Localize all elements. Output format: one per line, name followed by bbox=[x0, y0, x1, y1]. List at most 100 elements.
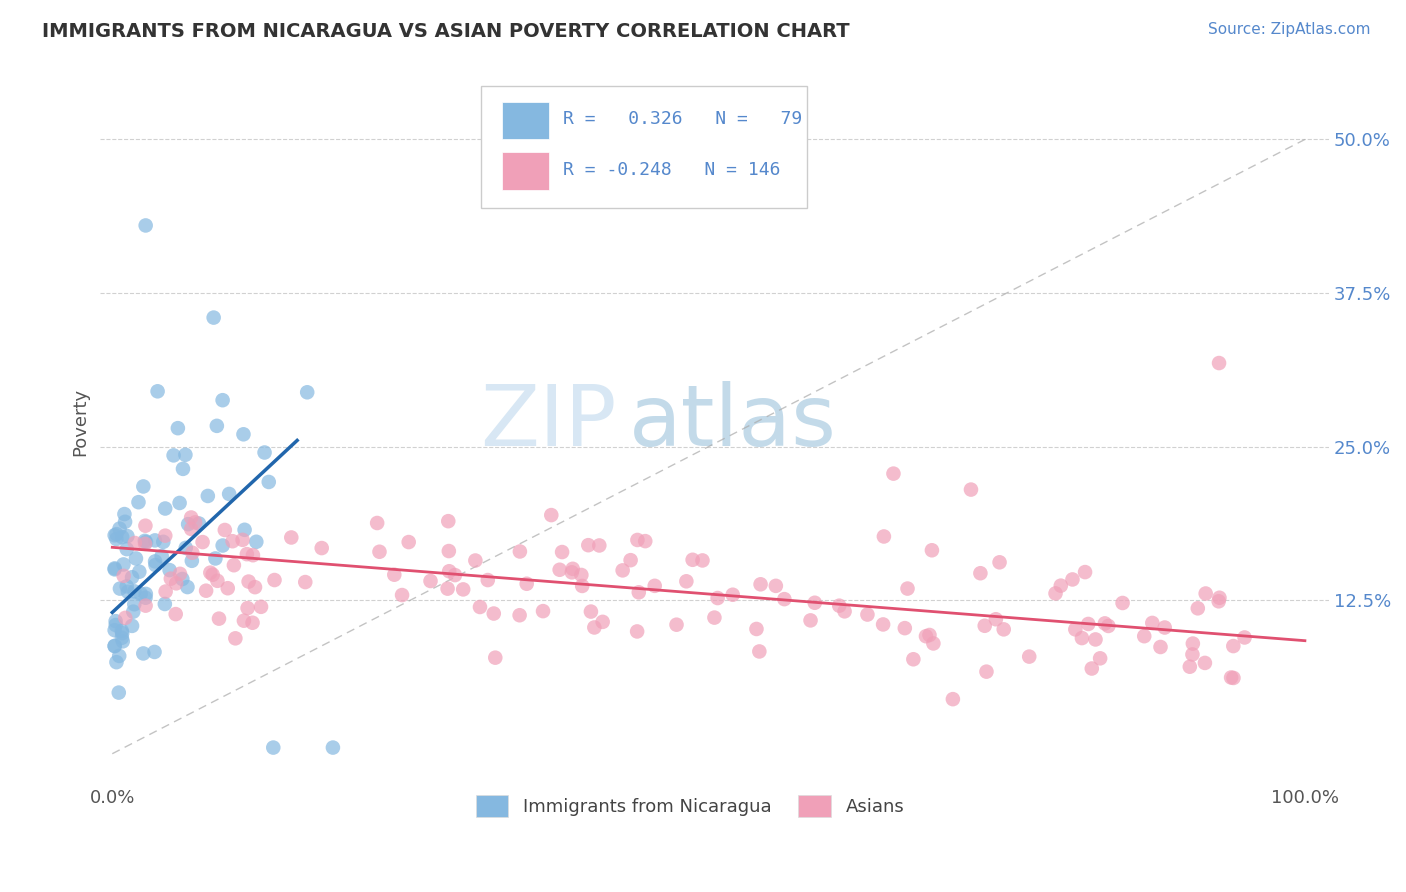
Point bbox=[176, 580, 198, 594]
Point bbox=[903, 652, 925, 666]
Point bbox=[922, 636, 945, 650]
Point bbox=[146, 384, 169, 399]
Point bbox=[125, 551, 148, 566]
Point bbox=[1178, 659, 1201, 673]
Point bbox=[620, 553, 643, 567]
Point bbox=[152, 534, 174, 549]
Point bbox=[236, 601, 259, 615]
Point bbox=[942, 692, 965, 706]
Point bbox=[204, 551, 226, 566]
Bar bbox=[502, 153, 548, 190]
Point bbox=[1084, 632, 1107, 647]
Point bbox=[1045, 586, 1067, 600]
Point bbox=[104, 528, 127, 542]
Point bbox=[197, 489, 219, 503]
Point bbox=[104, 623, 127, 637]
Point bbox=[437, 564, 460, 578]
Point bbox=[111, 626, 134, 640]
Point bbox=[211, 393, 233, 408]
Point bbox=[222, 558, 245, 573]
Text: atlas: atlas bbox=[628, 381, 837, 464]
Point bbox=[202, 310, 225, 325]
Point bbox=[263, 573, 285, 587]
Point bbox=[115, 579, 138, 593]
Point bbox=[1071, 631, 1094, 645]
Point bbox=[112, 569, 135, 583]
Point bbox=[243, 580, 266, 594]
Point bbox=[104, 618, 127, 632]
Point bbox=[211, 539, 233, 553]
Point bbox=[626, 624, 648, 639]
Point bbox=[973, 619, 995, 633]
Point bbox=[576, 538, 599, 552]
Point bbox=[692, 553, 714, 567]
Point bbox=[773, 592, 796, 607]
Point bbox=[1074, 565, 1097, 579]
Point bbox=[444, 568, 467, 582]
Point bbox=[214, 523, 236, 537]
Point bbox=[1049, 579, 1071, 593]
Point bbox=[509, 608, 531, 623]
Point bbox=[1220, 671, 1243, 685]
Point bbox=[873, 529, 896, 543]
Point bbox=[896, 582, 918, 596]
Point bbox=[217, 581, 239, 595]
Point bbox=[1181, 648, 1204, 662]
Point bbox=[128, 565, 150, 579]
Point bbox=[200, 566, 222, 580]
Point bbox=[1153, 620, 1175, 634]
Point bbox=[104, 561, 127, 575]
Point bbox=[803, 596, 825, 610]
Point bbox=[127, 495, 149, 509]
Point bbox=[398, 535, 420, 549]
Point bbox=[104, 639, 127, 653]
Point bbox=[111, 634, 134, 648]
Text: R =   0.326   N =   79: R = 0.326 N = 79 bbox=[564, 111, 803, 128]
Point bbox=[253, 445, 276, 459]
Point bbox=[153, 501, 176, 516]
Point bbox=[180, 510, 202, 524]
Point bbox=[105, 532, 128, 546]
Point bbox=[1222, 671, 1244, 685]
Point bbox=[571, 579, 593, 593]
Point bbox=[368, 545, 391, 559]
Point bbox=[121, 619, 143, 633]
Point bbox=[108, 582, 131, 596]
Point bbox=[477, 573, 499, 587]
Point bbox=[294, 575, 316, 590]
Point bbox=[976, 665, 998, 679]
Point bbox=[132, 479, 155, 493]
Point bbox=[1018, 649, 1040, 664]
Point bbox=[569, 568, 592, 582]
FancyBboxPatch shape bbox=[481, 87, 807, 208]
Point bbox=[143, 554, 166, 568]
Point bbox=[174, 541, 197, 555]
Point bbox=[104, 614, 127, 628]
Point bbox=[1081, 661, 1104, 675]
Point bbox=[245, 534, 267, 549]
Point bbox=[644, 579, 666, 593]
Point bbox=[201, 567, 224, 582]
Point bbox=[153, 597, 176, 611]
Point bbox=[856, 607, 879, 622]
Point bbox=[180, 522, 202, 536]
Point bbox=[484, 650, 506, 665]
Point bbox=[257, 475, 280, 489]
Point bbox=[1149, 640, 1171, 654]
Point bbox=[205, 418, 228, 433]
Point bbox=[155, 584, 177, 599]
Point bbox=[915, 629, 938, 643]
Point bbox=[382, 567, 405, 582]
Point bbox=[143, 533, 166, 548]
Point bbox=[221, 534, 243, 549]
Point bbox=[993, 623, 1015, 637]
Point bbox=[242, 615, 264, 630]
Point bbox=[162, 449, 184, 463]
Point bbox=[921, 543, 943, 558]
Point bbox=[188, 516, 211, 531]
Point bbox=[682, 553, 704, 567]
Point bbox=[124, 536, 146, 550]
Point bbox=[894, 621, 917, 635]
Point bbox=[828, 599, 851, 613]
Point bbox=[436, 582, 458, 596]
